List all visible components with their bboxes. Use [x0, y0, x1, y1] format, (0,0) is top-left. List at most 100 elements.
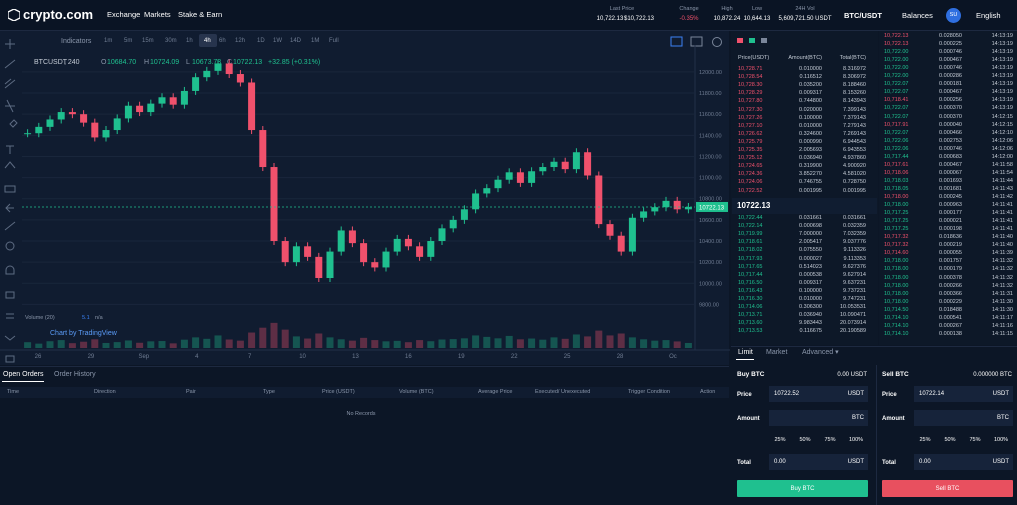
interval-button[interactable]: 1m [104, 38, 113, 44]
submit-label[interactable]: Sell BTC [935, 486, 960, 492]
candle [203, 70, 211, 78]
trade-time: 14:11:58 [991, 161, 1013, 168]
orders-tab[interactable]: Open Orders [3, 371, 44, 378]
interval-button[interactable]: 30m [165, 38, 177, 44]
balances-link[interactable]: Balances [902, 11, 933, 20]
candle [68, 112, 76, 115]
tradingview-credit[interactable]: Chart by TradingView [50, 330, 117, 337]
book-price[interactable]: 10,724.65 [738, 163, 763, 170]
book-price[interactable]: 10,713.53 [738, 328, 763, 335]
form-tab[interactable]: Advanced ▾ [802, 349, 839, 356]
book-price[interactable]: 10,728.30 [738, 82, 763, 89]
book-price[interactable]: 10,726.62 [738, 130, 763, 137]
empty-state: No Records [346, 411, 376, 417]
interval-button[interactable]: 1M [311, 38, 320, 44]
book-price[interactable]: 10,718.61 [738, 239, 763, 246]
nav-link[interactable]: Stake & Earn [178, 10, 223, 19]
input-box[interactable] [769, 454, 868, 470]
book-price[interactable]: 10,717.44 [738, 271, 763, 278]
percent-button[interactable]: 75% [824, 437, 836, 443]
percent-button[interactable]: 25% [919, 437, 931, 443]
input-box[interactable] [914, 454, 1013, 470]
book-price[interactable]: 10,718.02 [738, 247, 763, 254]
book-price[interactable]: 10,724.36 [738, 171, 763, 178]
trade-amount: 0.000467 [939, 57, 962, 64]
book-amount: 0.000698 [799, 223, 822, 230]
book-price[interactable]: 10,719.99 [738, 231, 763, 238]
interval-button[interactable]: 1h [186, 38, 193, 44]
interval-button[interactable]: 14D [290, 38, 302, 44]
book-price[interactable]: 10,725.35 [738, 147, 763, 153]
trade-time: 14:11:42 [991, 194, 1013, 200]
avatar[interactable]: SU [949, 12, 958, 18]
book-price[interactable]: 10,728.71 [738, 66, 763, 72]
book-price[interactable]: 10,728.29 [738, 90, 763, 97]
book-price[interactable]: 10,725.12 [738, 155, 763, 162]
orders-tab[interactable]: Order History [54, 371, 96, 378]
language-selector[interactable]: English [976, 11, 1001, 20]
book-price[interactable]: 10,716.30 [738, 296, 763, 302]
input-box[interactable] [769, 386, 868, 402]
trade-price: 10,717.25 [884, 226, 909, 233]
book-price[interactable]: 10,722.44 [738, 215, 763, 221]
submit-button[interactable] [882, 480, 1013, 497]
input-box[interactable] [914, 386, 1013, 402]
book-price[interactable]: 10,722.14 [738, 223, 763, 230]
interval-button[interactable]: 1D [257, 38, 265, 44]
candle [382, 251, 390, 268]
mid-divider [732, 198, 877, 214]
volume-bar [203, 338, 211, 348]
logo[interactable]: crypto.com [23, 7, 94, 22]
book-price[interactable]: 10,725.79 [738, 138, 763, 145]
interval-button[interactable]: 1W [273, 38, 282, 44]
interval-button[interactable]: 12h [235, 38, 246, 44]
avatar-circle [946, 8, 961, 23]
book-price[interactable]: 10,727.26 [738, 114, 763, 121]
book-price[interactable]: 10,727.80 [738, 98, 763, 105]
book-price[interactable]: 10,713.71 [738, 312, 763, 319]
percent-button[interactable]: 100% [993, 437, 1009, 443]
interval-button[interactable]: 4h [204, 38, 211, 44]
trade-price: 10,722.07 [884, 113, 909, 120]
form-tab[interactable]: Limit [738, 349, 753, 356]
interval-button[interactable]: 15m [142, 38, 154, 44]
submit-label[interactable]: Buy BTC [790, 486, 815, 492]
volume-bar [337, 339, 345, 348]
interval-button[interactable]: 5m [124, 38, 133, 44]
book-total: 10.053531 [840, 304, 866, 311]
volume-bar [91, 339, 99, 348]
percent-button[interactable]: 25% [774, 437, 786, 443]
stat-value: $10,722.13 [623, 16, 655, 22]
indicators-button[interactable]: Indicators [61, 38, 92, 45]
top-bar [0, 0, 1017, 31]
percent-button[interactable]: 75% [969, 437, 981, 443]
book-price[interactable]: 10,714.06 [738, 304, 763, 311]
nav-link[interactable]: Markets [144, 10, 171, 19]
input-box[interactable] [769, 410, 868, 426]
interval-button[interactable]: 6h [219, 38, 226, 44]
book-price[interactable]: 10,713.60 [738, 320, 763, 327]
book-price[interactable]: 10,727.10 [738, 122, 763, 129]
last-price-box [696, 201, 728, 212]
book-price[interactable]: 10,722.52 [738, 187, 763, 194]
book-price[interactable]: 10,727.30 [738, 106, 763, 113]
pair-selector[interactable]: BTC/USDT [844, 11, 882, 20]
trade-price: 10,714.10 [884, 330, 909, 337]
percent-button[interactable]: 50% [944, 437, 956, 443]
percent-button[interactable]: 50% [799, 437, 811, 443]
form-tab[interactable]: Market [766, 349, 788, 356]
percent-button[interactable]: 100% [848, 437, 864, 443]
nav-link[interactable]: Exchange [107, 10, 141, 19]
volume-bar [606, 335, 614, 348]
book-price[interactable]: 10,717.65 [738, 263, 763, 270]
book-price[interactable]: 10,716.50 [738, 279, 763, 286]
book-price[interactable]: 10,716.43 [738, 287, 763, 294]
chart-settings-icons [670, 36, 722, 47]
book-price[interactable]: 10,717.93 [738, 255, 763, 262]
book-price[interactable]: 10,728.54 [738, 74, 763, 81]
submit-button[interactable] [737, 480, 868, 497]
trade-price: 10,722.13 [884, 33, 909, 39]
book-price[interactable]: 10,724.06 [738, 179, 763, 186]
input-box[interactable] [914, 410, 1013, 426]
interval-button[interactable]: Full [329, 38, 339, 44]
